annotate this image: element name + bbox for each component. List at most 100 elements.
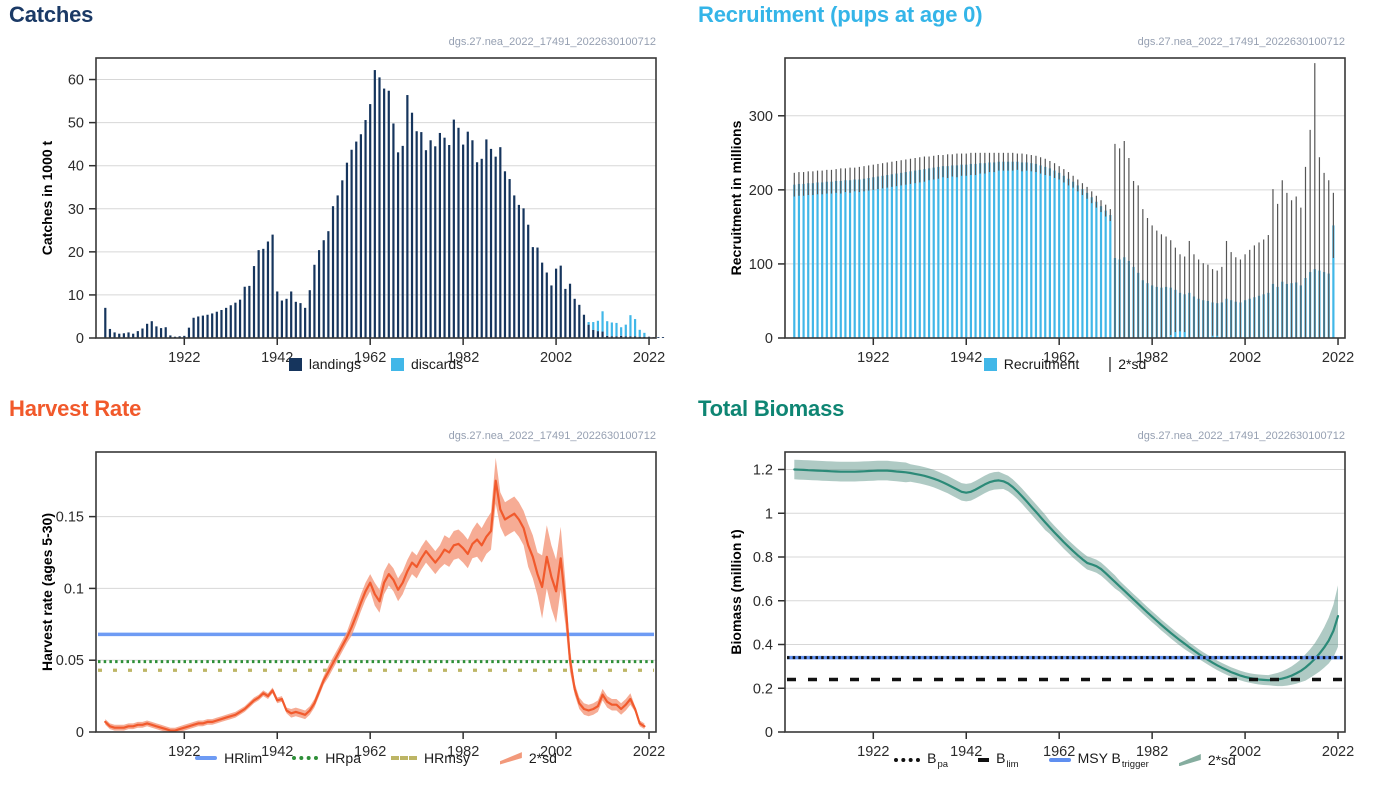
svg-text:1982: 1982 (447, 350, 479, 366)
recruitment-legend: Recruitment 2*sd (785, 356, 1345, 372)
svg-text:0: 0 (765, 725, 773, 741)
legend-item-total-biomass-b: Bpa (894, 750, 948, 770)
svg-text:2022: 2022 (633, 744, 665, 760)
watermark-recruitment: dgs.27.nea_2022_17491_2022630100712 (1137, 36, 1345, 48)
legend-label: 2*sd (1118, 356, 1147, 372)
legend-swatch-hline-icon (195, 756, 218, 760)
panel-harvest-rate: Harvest Rate dgs.27.nea_2022_17491_20226… (0, 394, 689, 787)
legend-label: HRmsy (423, 750, 470, 766)
panel-title-recruitment: Recruitment (pups at age 0) (698, 2, 983, 27)
svg-text:1962: 1962 (354, 350, 386, 366)
svg-text:1962: 1962 (354, 744, 386, 760)
svg-text:1942: 1942 (950, 744, 982, 760)
svg-text:1922: 1922 (168, 350, 200, 366)
svg-text:30: 30 (68, 202, 84, 218)
svg-text:Recruitment in millions: Recruitment in millions (728, 120, 744, 275)
legend-item-harvest-rate-2-sd: 2*sd (499, 750, 557, 766)
panel-title-catches: Catches (9, 2, 94, 27)
svg-text:100: 100 (749, 257, 773, 273)
svg-text:0.6: 0.6 (753, 594, 773, 610)
legend-label: HRlim (224, 750, 263, 766)
legend-swatch-square-icon (288, 357, 302, 371)
legend-item-harvest-rate-hrpa: HRpa (292, 750, 361, 766)
catches-legend: landings discards (96, 356, 656, 372)
svg-text:1922: 1922 (168, 744, 200, 760)
legend-swatch-dashes-icon (390, 756, 417, 760)
svg-text:2002: 2002 (540, 744, 572, 760)
legend-swatch-vline-icon (1109, 356, 1112, 372)
svg-text:0: 0 (76, 725, 84, 741)
svg-text:20: 20 (68, 245, 84, 261)
watermark-total-biomass: dgs.27.nea_2022_17491_2022630100712 (1137, 430, 1345, 442)
svg-text:1962: 1962 (1043, 744, 1075, 760)
legend-item-total-biomass-2-sd: 2*sd (1178, 751, 1236, 768)
svg-text:0.05: 0.05 (56, 653, 84, 669)
legend-label: HRpa (325, 750, 361, 766)
svg-text:1.2: 1.2 (753, 463, 773, 479)
legend-swatch-dots-icon (894, 757, 921, 762)
legend-item-recruitment-2-sd: 2*sd (1109, 356, 1146, 372)
legend-item-catches-landings: landings (288, 356, 361, 372)
watermark-harvest-rate: dgs.27.nea_2022_17491_2022630100712 (448, 430, 656, 442)
legend-label: Blim (996, 750, 1019, 770)
total-biomass-chart: 0 0.2 0.4 0.6 0.8 1 1.2 1922 1942 1962 1982 2002 202… (728, 451, 1354, 760)
svg-text:0.8: 0.8 (753, 550, 773, 566)
legend-label: 2*sd (528, 750, 557, 766)
legend-item-recruitment-recruitment: Recruitment (983, 356, 1080, 372)
legend-swatch-ribbon-icon (499, 752, 522, 765)
svg-text:0.15: 0.15 (56, 510, 84, 526)
legend-swatch-square-icon (391, 357, 404, 371)
legend-swatch-square-icon (983, 357, 997, 371)
svg-text:0: 0 (765, 331, 773, 347)
svg-text:0.4: 0.4 (753, 638, 773, 654)
panel-title-harvest-rate: Harvest Rate (9, 396, 142, 421)
svg-text:1922: 1922 (857, 744, 889, 760)
legend-swatch-hline-icon (1048, 757, 1071, 762)
legend-item-total-biomass-msy-b: MSY Btrigger (1048, 750, 1149, 770)
svg-text:Catches in 1000 t: Catches in 1000 t (39, 140, 55, 255)
svg-text:1982: 1982 (447, 744, 479, 760)
svg-text:300: 300 (749, 109, 773, 125)
svg-text:1982: 1982 (1136, 350, 1168, 366)
legend-swatch-dash-short-icon (978, 757, 990, 762)
svg-text:200: 200 (749, 183, 773, 199)
svg-text:1922: 1922 (857, 350, 889, 366)
legend-label: Bpa (927, 750, 949, 770)
harvest-rate-legend: HRlim HRpa HRmsy 2*sd (96, 750, 656, 766)
panel-catches: Catches dgs.27.nea_2022_17491_2022630100… (0, 0, 689, 394)
panel-title-total-biomass: Total Biomass (698, 396, 845, 421)
legend-label: MSY Btrigger (1077, 750, 1149, 770)
svg-text:2022: 2022 (1322, 744, 1354, 760)
legend-item-harvest-rate-hrmsy: HRmsy (390, 750, 470, 766)
svg-text:0.2: 0.2 (753, 681, 773, 697)
svg-text:1942: 1942 (950, 350, 982, 366)
svg-text:1962: 1962 (1043, 350, 1075, 366)
legend-item-harvest-rate-hrlim: HRlim (195, 750, 262, 766)
svg-text:2022: 2022 (633, 350, 665, 366)
svg-text:10: 10 (68, 288, 84, 304)
legend-label: Recruitment (1003, 356, 1080, 372)
svg-text:2002: 2002 (1229, 350, 1261, 366)
svg-text:0: 0 (76, 331, 84, 347)
svg-text:40: 40 (68, 159, 84, 175)
svg-text:2002: 2002 (540, 350, 572, 366)
svg-text:2022: 2022 (1322, 350, 1354, 366)
recruitment-chart: 0 100 200 300 1922 1942 1962 1982 2002 2022 Recrui… (728, 57, 1354, 366)
svg-text:Biomass (million t): Biomass (million t) (728, 529, 744, 654)
legend-label: landings (308, 356, 361, 372)
svg-text:1: 1 (765, 506, 773, 522)
harvest-rate-chart: 0 0.05 0.1 0.15 1922 1942 1962 1982 2002 2022 Harv… (39, 451, 665, 760)
svg-text:1942: 1942 (261, 350, 293, 366)
legend-swatch-dots-icon (292, 756, 319, 760)
panel-total-biomass: Total Biomass dgs.27.nea_2022_17491_2022… (689, 394, 1378, 787)
panel-recruitment: Recruitment (pups at age 0) dgs.27.nea_2… (689, 0, 1378, 394)
svg-text:0.1: 0.1 (64, 581, 84, 597)
legend-label: discards (411, 356, 464, 372)
legend-label: 2*sd (1207, 751, 1236, 768)
svg-text:1942: 1942 (261, 744, 293, 760)
svg-text:2002: 2002 (1229, 744, 1261, 760)
svg-text:1982: 1982 (1136, 744, 1168, 760)
legend-swatch-ribbon-icon (1178, 754, 1201, 767)
legend-item-catches-discards: discards (391, 356, 463, 372)
